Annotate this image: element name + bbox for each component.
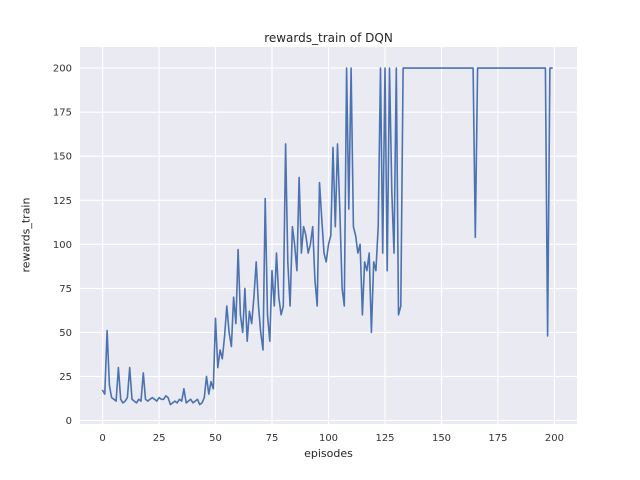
y-tick-label: 100 [53,240,72,251]
y-axis-label: rewards_train [19,197,33,273]
y-tick-label: 0 [66,416,72,427]
x-tick-label: 0 [99,433,105,444]
x-tick-label: 50 [209,433,222,444]
y-tick-label: 150 [53,152,72,163]
chart-title: rewards_train of DQN [264,31,393,45]
y-tick-label: 50 [59,328,72,339]
rewards-series-line [101,67,553,406]
x-tick-label: 75 [266,433,279,444]
y-tick-label: 25 [59,372,72,383]
y-tick-label: 75 [59,284,72,295]
x-tick-label: 150 [432,433,451,444]
y-tick-label: 125 [53,196,72,207]
x-axis-label: episodes [304,447,353,460]
x-tick-label: 175 [488,433,507,444]
x-tick-label: 125 [375,433,394,444]
y-tick-label: 200 [53,64,72,75]
x-tick-label: 100 [319,433,338,444]
y-tick-label: 175 [53,108,72,119]
x-tick-label: 25 [153,433,166,444]
x-tick-label: 200 [545,433,564,444]
